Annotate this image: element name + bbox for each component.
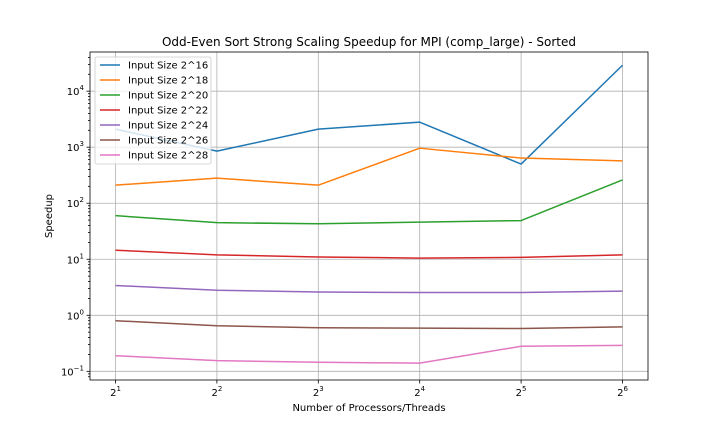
series-line-6 bbox=[115, 319, 623, 330]
legend-label: Input Size 2^24 bbox=[128, 121, 208, 132]
series-line-3 bbox=[115, 179, 623, 225]
y-tick-label: 10−1 bbox=[61, 364, 84, 378]
x-tick-label: 24 bbox=[414, 385, 425, 399]
y-axis-ticks: 10−1 100 101 102 103 104 bbox=[61, 57, 90, 378]
x-tick-label: 22 bbox=[211, 385, 222, 399]
y-axis-label: Speedup bbox=[44, 194, 55, 238]
legend-label: Input Size 2^18 bbox=[128, 76, 208, 87]
legend-label: Input Size 2^28 bbox=[128, 151, 208, 162]
y-tick-label: 101 bbox=[67, 252, 84, 266]
series-line-2 bbox=[115, 147, 623, 186]
x-tick-label: 23 bbox=[313, 385, 324, 399]
chart-title: Odd-Even Sort Strong Scaling Speedup for… bbox=[162, 35, 576, 49]
series-line-5 bbox=[115, 284, 623, 294]
legend-label: Input Size 2^20 bbox=[128, 91, 208, 102]
y-tick-label: 100 bbox=[67, 308, 84, 322]
series-lines bbox=[115, 64, 624, 364]
x-tick-label: 25 bbox=[516, 385, 527, 399]
x-axis-label: Number of Processors/Threads bbox=[292, 403, 445, 414]
y-tick-label: 102 bbox=[67, 196, 84, 210]
series-line-4 bbox=[115, 249, 623, 259]
legend-label: Input Size 2^22 bbox=[128, 106, 208, 117]
y-tick-label: 103 bbox=[67, 140, 84, 154]
x-tick-label: 26 bbox=[617, 385, 628, 399]
legend-frame bbox=[94, 56, 212, 165]
legend-label: Input Size 2^26 bbox=[128, 136, 208, 147]
y-tick-label: 104 bbox=[67, 84, 85, 98]
grid bbox=[90, 52, 648, 380]
legend-label: Input Size 2^16 bbox=[128, 61, 208, 72]
series-line-7 bbox=[115, 344, 623, 364]
x-tick-label: 21 bbox=[110, 385, 121, 399]
x-axis-ticks: 21 22 23 24 25 26 bbox=[110, 380, 628, 399]
legend: Input Size 2^16 Input Size 2^18 Input Size… bbox=[94, 56, 212, 165]
